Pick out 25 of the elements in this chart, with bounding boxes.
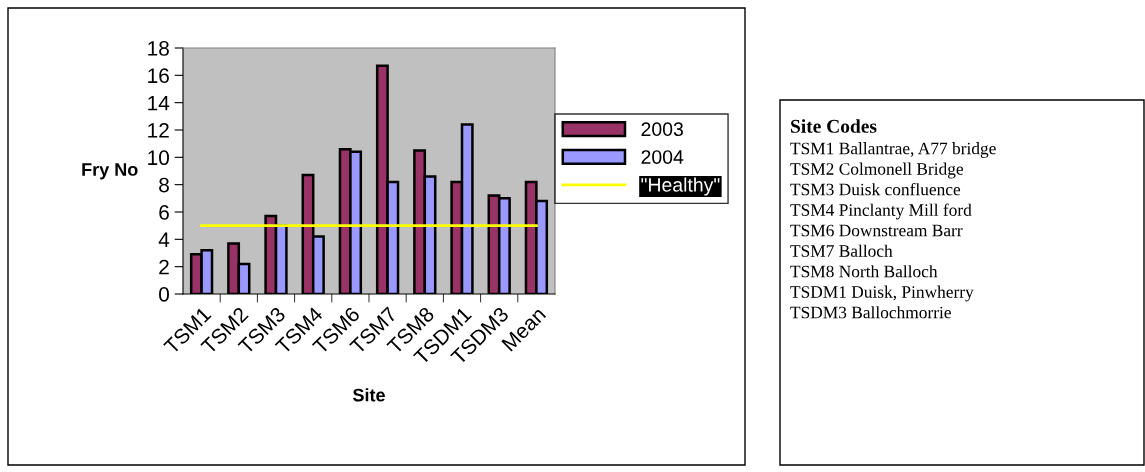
y-tick-label: 12 (148, 123, 169, 138)
y-tick-label: 10 (148, 150, 169, 166)
y-tick-label: 14 (148, 95, 170, 111)
text: TSDM1 Duisk, Pinwherry (790, 285, 974, 302)
legend-label: 2003 (641, 122, 683, 137)
y-tick-label: 2 (159, 259, 169, 275)
legend-label: 2004 (641, 150, 684, 164)
y-axis-title: Fry No (82, 163, 138, 180)
y-tick-label: 8 (159, 177, 169, 193)
text: TSDM3 Ballochmorrie (790, 306, 951, 319)
text: TSM3 Duisk confluence (790, 182, 961, 196)
y-tick-label: 16 (148, 68, 169, 84)
x-axis-title: Site (352, 388, 385, 402)
text: TSM8 North Balloch (790, 265, 938, 278)
y-tick-label: 18 (148, 41, 169, 56)
text: TSM4 Pinclanty Mill ford (790, 203, 972, 220)
text: TSM2 Colmonell Bridge (790, 162, 964, 179)
y-tick-label: 4 (158, 232, 170, 247)
text: Site Codes (791, 119, 877, 133)
text: TSM7 Balloch (790, 244, 893, 257)
y-tick-label: 0 (159, 287, 169, 302)
text: TSM1 Ballantrae, A77 bridge (790, 142, 996, 158)
y-tick-label: 6 (159, 205, 169, 220)
text: TSM6 Downstream Barr (790, 224, 963, 237)
legend-label: "Healthy" (641, 177, 720, 196)
